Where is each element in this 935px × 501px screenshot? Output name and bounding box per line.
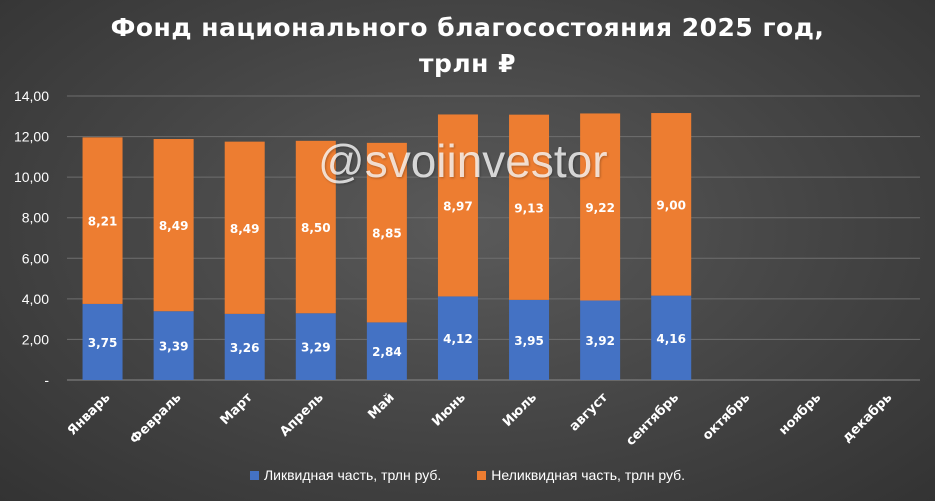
data-label-illiquid: 8,49 (230, 222, 260, 236)
x-tick-label: Март (218, 390, 256, 428)
data-label-illiquid: 9,13 (514, 201, 544, 215)
legend-swatch-liquid (249, 470, 259, 480)
x-tick-label: Январь (65, 390, 113, 438)
bar-illiquid (651, 113, 692, 296)
bar-illiquid (295, 140, 336, 314)
y-tick-label: 14,00 (14, 88, 49, 104)
watermark: @svoiinvestor (318, 135, 608, 187)
data-label-illiquid: 8,49 (159, 219, 189, 233)
legend-item-liquid: Ликвидная часть, трлн руб. (249, 467, 442, 483)
x-tick-label: октябрь (700, 390, 753, 443)
legend-label-liquid: Ликвидная часть, трлн руб. (263, 467, 442, 483)
bar-illiquid (437, 114, 478, 297)
legend-label-illiquid: Неликвидная часть, трлн руб. (491, 467, 686, 483)
bar-liquid (509, 299, 550, 380)
y-tick-label: 12,00 (14, 129, 49, 145)
x-tick-label: ноябрь (776, 390, 824, 438)
bar-liquid (295, 313, 336, 380)
bar-illiquid (153, 139, 194, 312)
x-tick-label: Февраль (127, 390, 184, 447)
legend-item-illiquid: Неликвидная часть, трлн руб. (477, 467, 685, 483)
bar-illiquid (82, 137, 123, 304)
data-label-liquid: 3,75 (88, 336, 118, 350)
bar-liquid (224, 313, 265, 380)
y-tick-label: 2,00 (22, 331, 49, 347)
data-label-liquid: 3,92 (585, 334, 615, 348)
y-tick-label: 4,00 (22, 291, 49, 307)
x-tick-label: сентябрь (623, 390, 682, 449)
bar-liquid (82, 303, 123, 380)
data-label-liquid: 3,39 (159, 340, 189, 354)
data-label-illiquid: 8,97 (443, 199, 473, 213)
data-label-illiquid: 8,21 (88, 215, 118, 229)
y-tick-label: 6,00 (22, 250, 49, 266)
x-tick-label: декабрь (840, 390, 896, 446)
bar-liquid (366, 322, 407, 380)
x-tick-label: Апрель (277, 390, 326, 439)
data-label-illiquid: 8,85 (372, 227, 402, 241)
bar-illiquid (366, 142, 407, 323)
bar-illiquid (509, 114, 550, 300)
bar-liquid (437, 296, 478, 380)
bar-liquid (580, 300, 621, 380)
data-label-liquid: 2,84 (372, 345, 402, 359)
data-label-illiquid: 9,00 (656, 198, 686, 212)
x-tick-label: август (567, 390, 612, 435)
legend: Ликвидная часть, трлн руб. Неликвидная ч… (0, 467, 935, 483)
data-label-liquid: 3,26 (230, 341, 260, 355)
chart-title-line1: Фонд национального благосостояния 2025 г… (110, 13, 825, 42)
data-label-illiquid: 9,22 (585, 201, 615, 215)
data-label-liquid: 4,16 (656, 332, 686, 346)
x-tick-label: Май (365, 390, 397, 422)
bar-illiquid (224, 141, 265, 314)
chart-title-line2: трлн ₽ (418, 49, 517, 78)
x-tick-label: Июль (500, 390, 540, 430)
data-label-illiquid: 8,50 (301, 221, 331, 235)
y-tick-label: 10,00 (14, 169, 49, 185)
x-tick-label: Июнь (429, 390, 468, 429)
y-tick-label: 8,00 (22, 210, 49, 226)
chart-title: Фонд национального благосостояния 2025 г… (0, 10, 935, 82)
legend-swatch-illiquid (477, 470, 487, 480)
data-label-liquid: 3,29 (301, 341, 331, 355)
bar-liquid (153, 311, 194, 380)
bar-illiquid (580, 113, 621, 301)
bar-liquid (651, 295, 692, 380)
y-tick-label: - (44, 372, 49, 388)
data-label-liquid: 4,12 (443, 332, 473, 346)
data-label-liquid: 3,95 (514, 334, 544, 348)
